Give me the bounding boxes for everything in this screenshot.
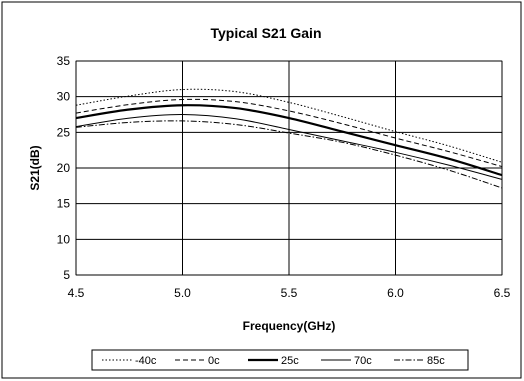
chart-title: Typical S21 Gain <box>210 25 321 41</box>
legend-label: 0c <box>208 355 220 367</box>
grid <box>75 60 503 276</box>
legend-label: 25c <box>281 355 299 367</box>
x-axis-label: Frequency(GHz) <box>243 319 336 333</box>
x-tick-labels: 4.5 5.0 5.5 6.0 6.5 <box>68 286 511 300</box>
series-line-70c <box>75 113 503 180</box>
y-tick-label: 30 <box>57 90 71 104</box>
series-line-25c <box>75 104 503 177</box>
x-tick-label: 4.5 <box>68 286 85 300</box>
x-tick-label: 5.0 <box>174 286 191 300</box>
legend-label: 70c <box>354 355 372 367</box>
series-line-85c <box>75 120 503 189</box>
series-line--40c <box>75 88 503 163</box>
y-tick-label: 5 <box>63 268 70 282</box>
legend-label: 85c <box>427 355 445 367</box>
y-tick-label: 10 <box>57 232 71 246</box>
x-tick-label: 6.0 <box>387 286 404 300</box>
legend-box <box>91 349 469 371</box>
y-tick-label: 15 <box>57 197 71 211</box>
y-tick-label: 35 <box>57 54 71 68</box>
legend: -40c 0c 25c 70c 85c <box>102 355 445 367</box>
series-line-0c <box>75 98 503 168</box>
series-lines <box>75 88 503 189</box>
y-tick-label: 20 <box>57 161 71 175</box>
y-axis-label: S21(dB) <box>28 145 42 190</box>
y-tick-labels: 5 10 15 20 25 30 35 <box>57 54 71 282</box>
x-tick-label: 6.5 <box>494 286 511 300</box>
y-tick-label: 25 <box>57 125 71 139</box>
legend-label: -40c <box>135 355 157 367</box>
x-tick-label: 5.5 <box>281 286 298 300</box>
